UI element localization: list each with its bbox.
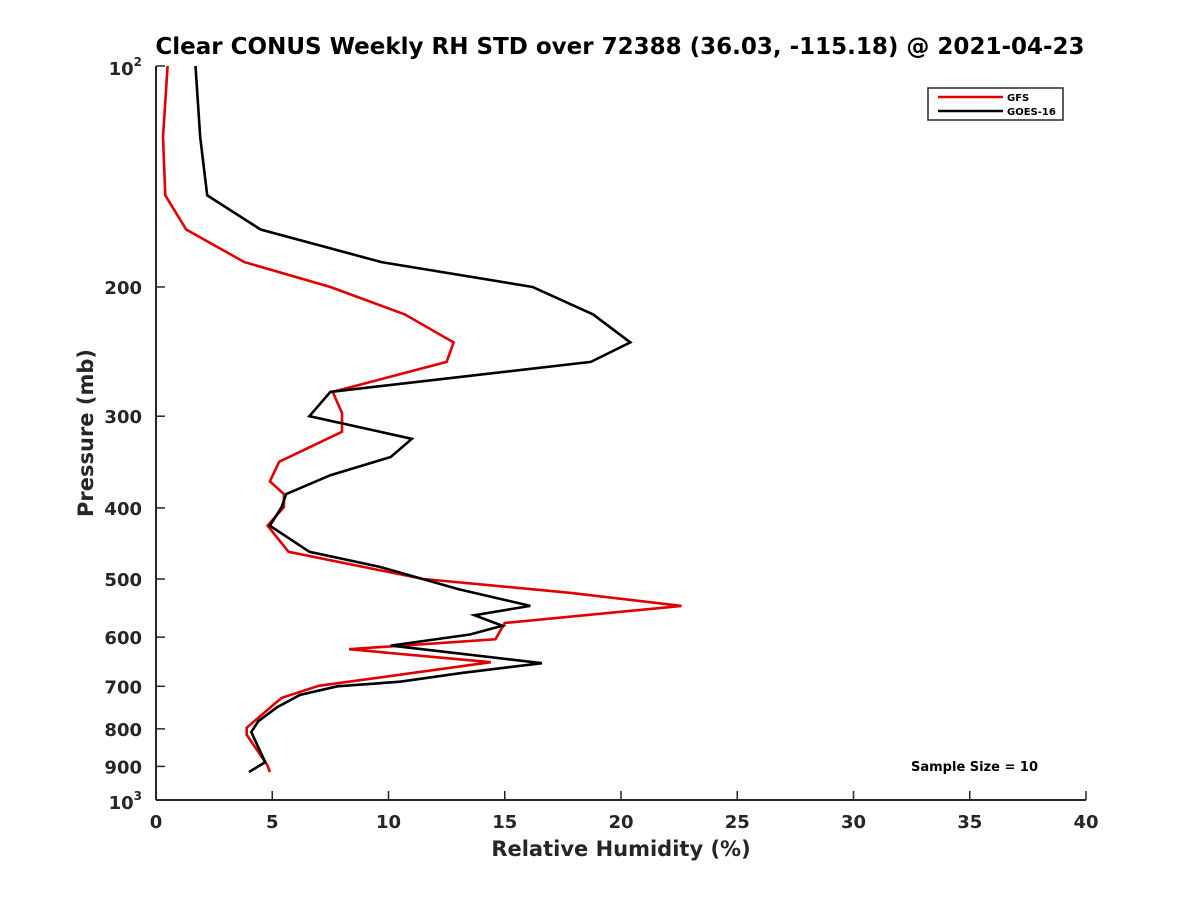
- y-tick-label: 700: [104, 677, 142, 698]
- x-tick-label: 10: [376, 812, 401, 833]
- legend-label-gfs: GFS: [1007, 93, 1029, 104]
- y-tick-label: 800: [104, 720, 142, 741]
- x-axis-label: Relative Humidity (%): [491, 837, 750, 861]
- y-tick-exponent: 2: [134, 55, 142, 69]
- x-tick-label: 30: [841, 812, 866, 833]
- sample-size-annotation: Sample Size = 10: [911, 760, 1038, 775]
- y-tick-label: 500: [104, 570, 142, 591]
- series-line-gfs: [161, 65, 682, 773]
- y-tick-label-power: 102: [109, 55, 142, 80]
- x-tick-label: 20: [608, 812, 633, 833]
- y-axis-label: Pressure (mb): [74, 349, 98, 517]
- series-line-goes-16: [194, 65, 633, 774]
- legend: GFS GOES-16: [927, 87, 1064, 121]
- legend-label-goes-16: GOES-16: [1007, 107, 1056, 118]
- y-tick-base: 10: [109, 793, 134, 814]
- x-ticks: 0 5 10 15 20 25 30 35 40: [150, 791, 1099, 833]
- x-tick-label: 35: [957, 812, 982, 833]
- chart-title: Clear CONUS Weekly RH STD over 72388 (36…: [155, 34, 1084, 60]
- y-tick-label: 300: [104, 407, 142, 428]
- y-tick-base: 10: [109, 59, 134, 80]
- x-tick-label: 15: [492, 812, 517, 833]
- x-tick-label: 0: [150, 812, 163, 833]
- series-layer: [161, 65, 682, 774]
- y-tick-exponent: 3: [134, 789, 142, 803]
- y-tick-label: 900: [104, 757, 142, 778]
- x-tick-label: 40: [1073, 812, 1098, 833]
- x-tick-label: 5: [266, 812, 279, 833]
- y-tick-label-power: 103: [109, 789, 142, 814]
- legend-box: [927, 87, 1064, 121]
- y-tick-label: 400: [104, 499, 142, 520]
- y-tick-label: 600: [104, 628, 142, 649]
- plot-area: [155, 66, 1086, 801]
- y-tick-label: 200: [104, 278, 142, 299]
- x-tick-label: 25: [725, 812, 750, 833]
